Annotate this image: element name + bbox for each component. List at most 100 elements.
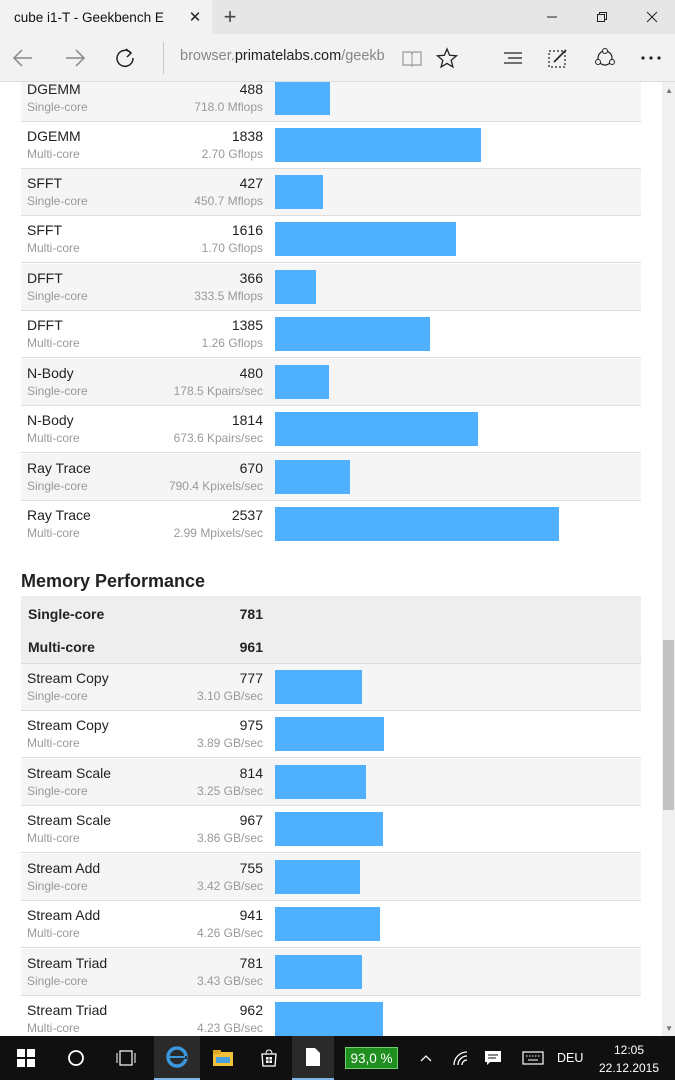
benchmark-row: Stream Scale Multi-core 967 3.86 GB/sec xyxy=(21,806,641,853)
score-bar xyxy=(275,175,323,209)
chevron-up-icon[interactable] xyxy=(413,1036,439,1080)
store-icon[interactable] xyxy=(246,1036,292,1080)
benchmark-row: Stream Add Single-core 755 3.42 GB/sec xyxy=(21,854,641,901)
benchmark-name: SFFT xyxy=(27,222,62,238)
benchmark-score: 975 xyxy=(239,717,263,733)
benchmark-score: 777 xyxy=(239,670,263,686)
refresh-icon[interactable] xyxy=(102,34,148,82)
benchmark-score: 941 xyxy=(239,907,263,923)
close-icon[interactable]: ✕ xyxy=(188,9,202,26)
benchmark-row: DGEMM Single-core 488 718.0 Mflops xyxy=(21,82,641,122)
address-separator xyxy=(163,42,164,74)
benchmark-rate: 4.23 GB/sec xyxy=(196,1021,263,1035)
benchmark-rate: 3.42 GB/sec xyxy=(196,879,263,893)
task-view-icon[interactable] xyxy=(104,1036,148,1080)
score-bar xyxy=(275,670,362,704)
benchmark-name: Ray Trace xyxy=(27,507,91,523)
benchmark-name: Stream Triad xyxy=(27,955,108,971)
score-bar xyxy=(275,507,559,541)
benchmark-score: 670 xyxy=(239,460,263,476)
page-content: DGEMM Single-core 488 718.0 Mflops DGEMM… xyxy=(0,82,675,1036)
benchmark-rate: 673.6 Kpairs/sec xyxy=(173,431,263,445)
file-explorer-icon[interactable] xyxy=(200,1036,246,1080)
favorite-star-icon[interactable] xyxy=(424,34,470,82)
window-close-icon[interactable] xyxy=(629,0,675,34)
scroll-up-icon[interactable]: ▲ xyxy=(665,86,673,95)
benchmark-mode: Multi-core xyxy=(27,431,80,445)
benchmark-rate: 790.4 Kpixels/sec xyxy=(168,479,263,493)
address-domain: primatelabs.com xyxy=(234,48,342,64)
benchmark-rate: 3.43 GB/sec xyxy=(196,974,263,988)
wifi-icon[interactable] xyxy=(448,1036,474,1080)
scrollbar-thumb[interactable] xyxy=(663,640,674,810)
benchmark-row: DFFT Multi-core 1385 1.26 Gflops xyxy=(21,311,641,358)
benchmark-rate: 450.7 Mflops xyxy=(194,194,263,208)
share-icon[interactable] xyxy=(582,34,628,82)
cortana-icon[interactable] xyxy=(54,1036,98,1080)
benchmark-mode: Single-core xyxy=(27,689,88,703)
benchmark-rate: 3.25 GB/sec xyxy=(196,784,263,798)
benchmark-name: Stream Copy xyxy=(27,670,109,686)
score-bar xyxy=(275,812,383,846)
benchmark-name: Stream Scale xyxy=(27,765,112,781)
back-arrow-icon[interactable] xyxy=(0,34,46,82)
forward-arrow-icon[interactable] xyxy=(52,34,98,82)
score-bar xyxy=(275,222,456,256)
language-indicator[interactable]: DEU xyxy=(557,1051,584,1065)
benchmark-row: Stream Copy Single-core 777 3.10 GB/sec xyxy=(21,664,641,711)
benchmark-mode: Single-core xyxy=(27,289,88,303)
reading-view-icon[interactable] xyxy=(389,34,435,82)
summary-single-label: Single-core xyxy=(28,606,105,622)
summary-multi-score: 961 xyxy=(239,639,263,655)
section-title: Memory Performance xyxy=(21,571,206,591)
clock[interactable]: 12:05 22.12.2015 xyxy=(598,1041,660,1077)
benchmark-score: 814 xyxy=(239,765,263,781)
benchmark-mode: Single-core xyxy=(27,974,88,988)
score-bar xyxy=(275,128,481,162)
restore-icon[interactable] xyxy=(579,0,625,34)
tab-title: cube i1-T - Geekbench E xyxy=(14,9,164,25)
score-bar xyxy=(275,765,366,799)
benchmark-mode: Multi-core xyxy=(27,147,80,161)
taskbar xyxy=(0,1036,675,1080)
document-icon[interactable] xyxy=(292,1036,334,1080)
address-bar[interactable]: browser.primatelabs.com/geekbe xyxy=(180,48,385,68)
more-icon[interactable] xyxy=(628,34,674,82)
benchmark-row: Stream Scale Single-core 814 3.25 GB/sec xyxy=(21,759,641,806)
address-suffix: /geekbe xyxy=(341,48,385,64)
minimize-icon[interactable] xyxy=(529,0,575,34)
scroll-down-icon[interactable]: ▼ xyxy=(665,1024,673,1033)
edge-icon[interactable] xyxy=(154,1036,200,1080)
keyboard-icon[interactable] xyxy=(518,1036,548,1080)
benchmark-rate: 1.70 Gflops xyxy=(201,241,263,255)
benchmark-name: Stream Scale xyxy=(27,812,112,828)
browser-tab[interactable]: cube i1-T - Geekbench E ✕ xyxy=(0,0,212,34)
windows-start-icon[interactable] xyxy=(4,1036,48,1080)
web-note-icon[interactable] xyxy=(535,34,581,82)
hub-icon[interactable] xyxy=(490,34,536,82)
navigation-bar: browser.primatelabs.com/geekbe xyxy=(0,34,675,82)
score-bar xyxy=(275,955,362,989)
score-bar xyxy=(275,860,360,894)
benchmark-score: 755 xyxy=(239,860,263,876)
benchmark-score: 1616 xyxy=(231,222,263,238)
battery-indicator[interactable]: 93,0 % xyxy=(345,1047,398,1069)
benchmark-name: N-Body xyxy=(27,412,74,428)
benchmark-row: SFFT Single-core 427 450.7 Mflops xyxy=(21,169,641,216)
benchmark-row: Ray Trace Multi-core 2537 2.99 Mpixels/s… xyxy=(21,501,641,548)
page-scrollbar[interactable] xyxy=(662,82,675,1036)
benchmark-rate: 333.5 Mflops xyxy=(194,289,263,303)
benchmark-name: DGEMM xyxy=(27,128,81,144)
score-bar xyxy=(275,365,329,399)
benchmark-name: Stream Add xyxy=(27,860,101,876)
summary-single-score: 781 xyxy=(239,606,263,622)
action-center-icon[interactable] xyxy=(480,1036,506,1080)
memory-summary: Single-core 781 Multi-core 961 xyxy=(21,596,641,664)
plus-icon[interactable]: + xyxy=(223,4,237,29)
benchmark-name: SFFT xyxy=(27,175,62,191)
benchmark-rate: 178.5 Kpairs/sec xyxy=(173,384,263,398)
benchmark-name: Stream Copy xyxy=(27,717,109,733)
benchmark-name: N-Body xyxy=(27,365,74,381)
benchmark-name: Stream Add xyxy=(27,907,101,923)
benchmark-rate: 3.10 GB/sec xyxy=(196,689,263,703)
